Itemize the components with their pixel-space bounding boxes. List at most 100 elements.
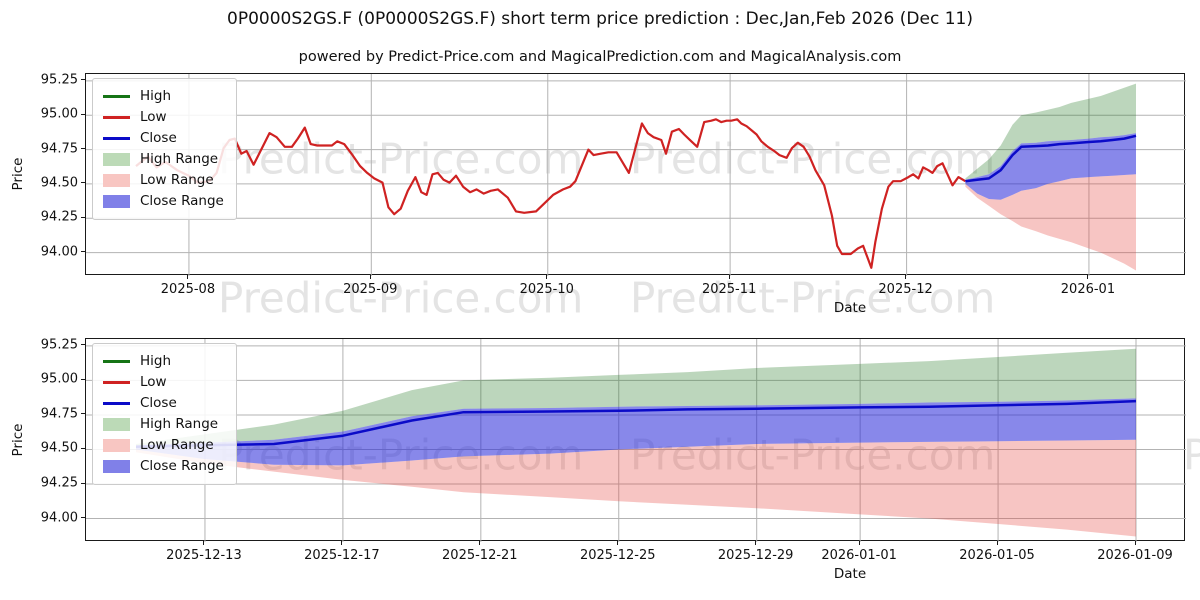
x-tick-label: 2025-11 xyxy=(701,282,757,297)
legend-swatch-low-range xyxy=(103,439,130,452)
x-tick-mark xyxy=(858,541,860,545)
legend-swatch-close xyxy=(103,402,130,405)
legend: High Low Close High Range Low Range Close Ran… xyxy=(92,78,237,220)
legend-item: High Range xyxy=(103,149,224,170)
legend-label: Close xyxy=(140,129,177,146)
legend-item: Close xyxy=(103,128,224,149)
x-tick-mark xyxy=(996,541,998,545)
x-tick-mark xyxy=(755,541,757,545)
x-tick-label: 2026-01 xyxy=(1060,282,1116,297)
x-tick-label: 2025-12-21 xyxy=(442,548,518,563)
y-tick-label: 94.00 xyxy=(40,510,78,526)
legend-item: High xyxy=(103,86,224,107)
x-tick-mark xyxy=(203,541,205,545)
x-tick-label: 2025-12-25 xyxy=(579,548,656,563)
powered-by-subtitle: powered by Predict-Price.com and Magical… xyxy=(298,49,902,65)
low-range-band xyxy=(136,439,1136,537)
close-forecast-line xyxy=(965,134,1137,183)
x-tick-label: 2025-12-13 xyxy=(166,548,242,563)
x-tick-mark xyxy=(546,275,548,279)
watermark-text: Predict-Price.com xyxy=(630,273,996,323)
legend-item: Low Range xyxy=(103,435,224,456)
watermark-text: Predict-Price.com xyxy=(218,273,584,323)
legend-swatch-low xyxy=(103,116,130,119)
legend-label: High Range xyxy=(140,150,219,167)
legend-label: Low xyxy=(140,108,167,125)
legend-label: Close Range xyxy=(140,192,224,209)
legend-item: Close Range xyxy=(103,456,224,477)
x-tick-label: 2025-12-17 xyxy=(304,548,380,563)
x-tick-label: 2026-01-01 xyxy=(821,548,897,563)
x-tick-mark xyxy=(617,541,619,545)
legend-swatch-close-range xyxy=(103,460,130,473)
y-tick-mark xyxy=(81,216,85,218)
x-tick-mark xyxy=(1087,275,1089,279)
legend-item: Close Range xyxy=(103,191,224,212)
x-tick-label: 2026-01-05 xyxy=(959,548,1035,563)
y-tick-mark xyxy=(81,413,85,415)
legend-item: Low xyxy=(103,107,224,128)
y-axis-label: Price xyxy=(10,423,26,456)
legend-item: High xyxy=(103,351,224,372)
legend: High Low Close High Range Low Range Close Ran… xyxy=(92,343,237,485)
y-tick-label: 94.50 xyxy=(40,440,78,456)
x-tick-label: 2025-08 xyxy=(160,282,216,297)
x-tick-label: 2025-12 xyxy=(878,282,933,297)
legend-label: Close xyxy=(140,394,177,411)
history-forecast-chart: High Low Close High Range Low Range Close Ran… xyxy=(85,73,1186,276)
legend-label: High xyxy=(140,352,172,369)
legend-swatch-low xyxy=(103,381,130,384)
x-tick-label: 2026-01-09 xyxy=(1097,548,1173,563)
legend-label: Low Range xyxy=(140,171,214,188)
y-tick-label: 94.50 xyxy=(40,175,78,191)
y-tick-mark xyxy=(81,482,85,484)
y-tick-mark xyxy=(81,517,85,519)
legend-label: Close Range xyxy=(140,457,224,474)
y-tick-label: 95.00 xyxy=(40,371,78,387)
close-range-band xyxy=(965,133,1136,200)
legend-swatch-high xyxy=(103,360,130,363)
low-history-line xyxy=(135,118,966,269)
legend-item: Low xyxy=(103,372,224,393)
legend-label: Low xyxy=(140,373,167,390)
x-tick-mark xyxy=(905,275,907,279)
legend-item: Low Range xyxy=(103,170,224,191)
legend-swatch-high-range xyxy=(103,418,130,431)
high-range-band xyxy=(136,348,1136,446)
y-tick-label: 94.25 xyxy=(40,209,78,225)
legend-label: Low Range xyxy=(140,436,214,453)
y-tick-mark xyxy=(81,113,85,115)
page-title: 0P0000S2GS.F (0P0000S2GS.F) short term p… xyxy=(227,9,973,29)
watermark-text: Predict-Price.com xyxy=(630,134,996,184)
legend-swatch-high-range xyxy=(103,153,130,166)
watermark-text: Predict-Price.com xyxy=(1183,430,1200,480)
y-tick-mark xyxy=(81,447,85,449)
x-tick-mark xyxy=(187,275,189,279)
legend-swatch-close xyxy=(103,137,130,140)
watermark-text: Predict-Price.com xyxy=(218,134,584,184)
legend-label: High xyxy=(140,87,172,104)
y-tick-mark xyxy=(81,251,85,253)
x-tick-mark xyxy=(728,275,730,279)
y-tick-label: 94.75 xyxy=(40,406,78,422)
high-range-band xyxy=(965,83,1136,180)
y-tick-mark xyxy=(81,182,85,184)
chart-canvas xyxy=(86,339,1186,542)
x-tick-label: 2025-10 xyxy=(519,282,574,297)
x-tick-mark xyxy=(1134,541,1136,545)
x-tick-mark xyxy=(479,541,481,545)
legend-swatch-close-range xyxy=(103,195,130,208)
close-forecast-line xyxy=(135,399,1137,448)
x-tick-mark xyxy=(341,541,343,545)
x-axis-label: Date xyxy=(833,566,867,582)
close-range-band xyxy=(136,398,1136,466)
y-tick-label: 94.25 xyxy=(40,475,78,491)
forecast-zoom-chart: High Low Close High Range Low Range Close Ran… xyxy=(85,338,1186,542)
y-tick-label: 95.25 xyxy=(40,72,78,88)
x-axis-label: Date xyxy=(833,300,867,316)
legend-item: High Range xyxy=(103,414,224,435)
y-tick-label: 95.25 xyxy=(40,337,78,353)
low-range-band xyxy=(965,174,1136,271)
chart-canvas xyxy=(86,74,1186,276)
